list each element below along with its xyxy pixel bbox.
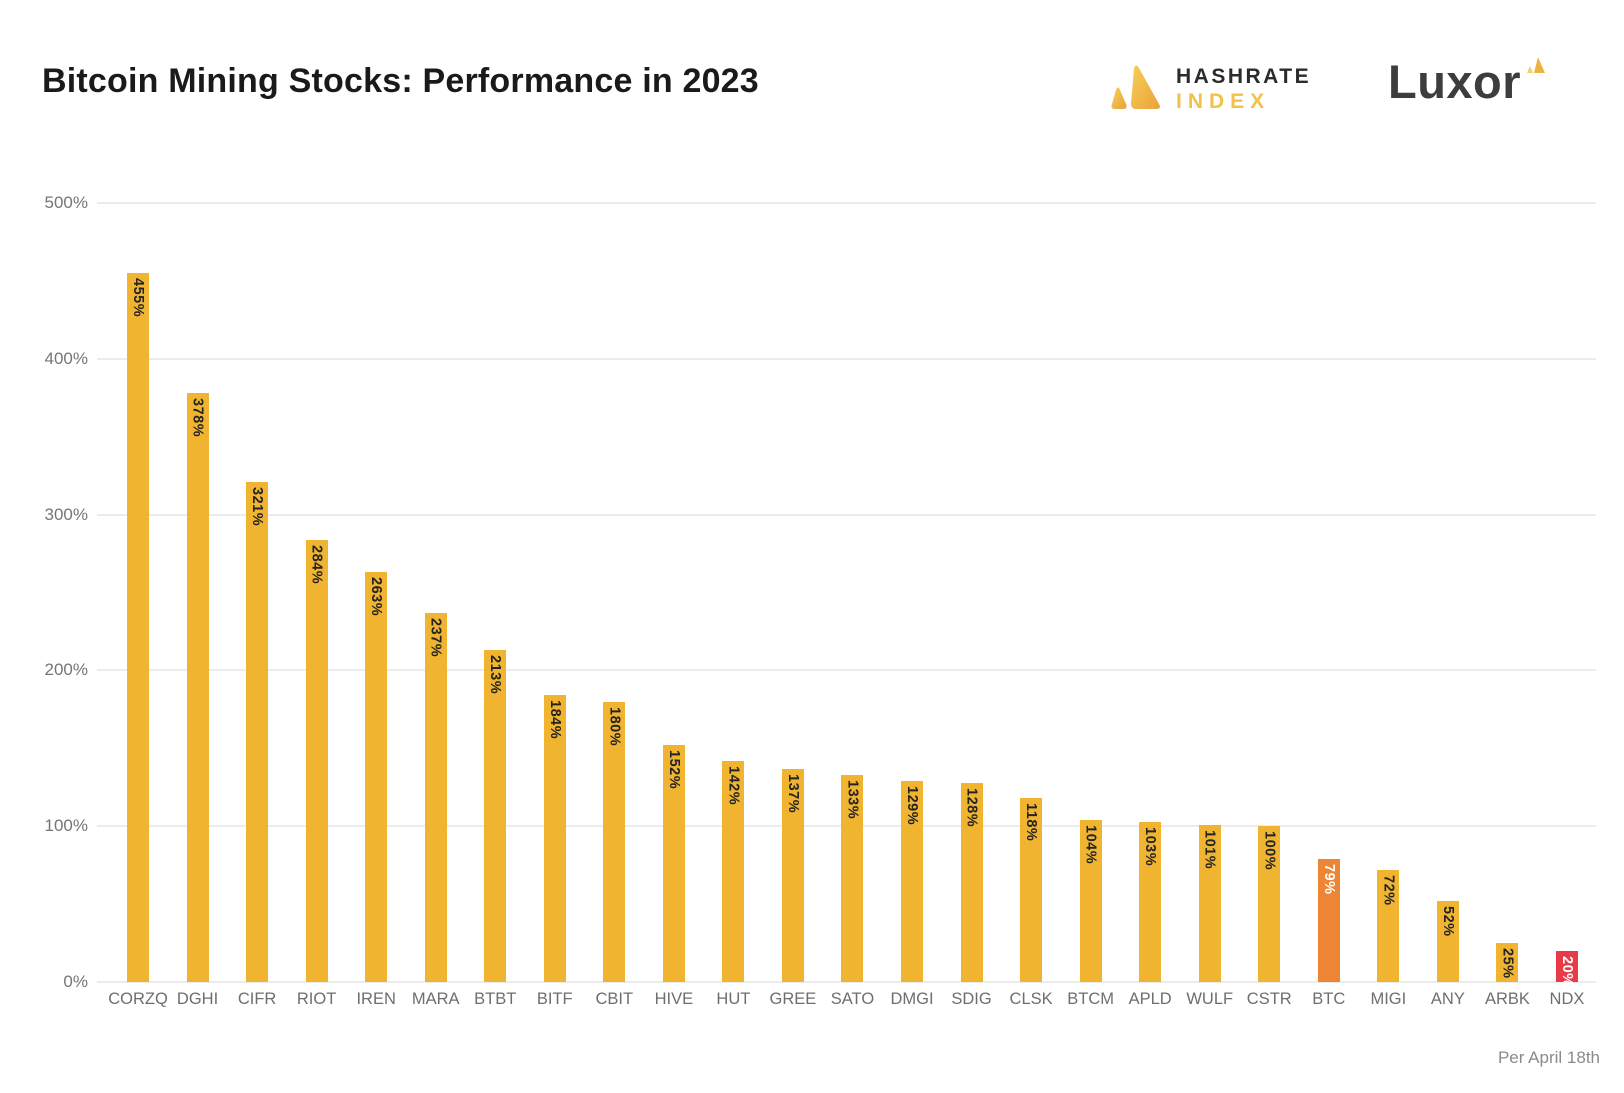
- bar-value-label-CIFR: 321%: [249, 486, 266, 526]
- bar-value-label-BTCM: 104%: [1082, 824, 1099, 865]
- bar-HUT: 142%: [722, 760, 745, 982]
- x-axis-label-CIFR: CIFR: [237, 990, 277, 1008]
- bar-value-label-IREN: 263%: [368, 577, 385, 617]
- bar-NDX: 20%: [1555, 950, 1578, 986]
- bar-value-label-ARBK: 25%: [1499, 948, 1516, 979]
- bar-DGHI: 378%: [186, 393, 209, 982]
- gridline-400%: [97, 357, 1596, 360]
- bar-CSTR: 100%: [1258, 826, 1281, 982]
- x-axis-label-HIVE: HIVE: [654, 990, 694, 1008]
- bar-value-label-SDIG: 128%: [963, 787, 980, 827]
- bar-value-label-CLSK: 118%: [1023, 803, 1040, 842]
- hashrate-text: HASHRATE: [1176, 65, 1312, 89]
- bar-value-label-MARA: 237%: [427, 617, 444, 657]
- bar-SATO: 133%: [841, 774, 864, 982]
- x-axis-label-BTBT: BTBT: [474, 990, 517, 1008]
- bar-value-label-BTC: 79%: [1320, 863, 1337, 895]
- bar-value-label-SATO: 133%: [844, 779, 861, 819]
- bar-value-label-HUT: 142%: [725, 765, 742, 805]
- bar-value-label-CORZQ: 455%: [130, 278, 146, 318]
- y-axis-label-200%: 200%: [44, 660, 88, 680]
- bar-CORZQ: 455%: [127, 273, 149, 982]
- x-axis-label-CSTR: CSTR: [1246, 990, 1292, 1008]
- bar-MARA: 237%: [424, 612, 447, 982]
- bar-ANY: 52%: [1436, 900, 1459, 982]
- x-axis-label-BITF: BITF: [536, 990, 573, 1008]
- x-axis-label-NDX: NDX: [1549, 990, 1585, 1008]
- bar-IREN: 263%: [365, 572, 388, 982]
- x-axis-label-GREE: GREE: [769, 990, 817, 1008]
- bar-CBIT: 180%: [603, 701, 626, 982]
- bar-value-label-NDX: 20%: [1558, 955, 1575, 987]
- footnote: Per April 18th: [1497, 1048, 1600, 1067]
- bar-value-label-CBIT: 180%: [606, 706, 623, 746]
- bar-value-label-HIVE: 152%: [665, 750, 682, 790]
- bar-ARBK: 25%: [1496, 943, 1519, 982]
- x-axis-label-CORZQ: CORZQ: [108, 990, 168, 1008]
- x-axis-label-ANY: ANY: [1430, 990, 1465, 1008]
- bar-value-label-BITF: 184%: [546, 700, 563, 740]
- gridline-200%: [97, 669, 1596, 672]
- x-axis-label-IREN: IREN: [356, 990, 396, 1008]
- y-axis-label-100%: 100%: [44, 816, 88, 836]
- y-axis-label-400%: 400%: [44, 348, 88, 368]
- bar-WULF: 101%: [1198, 824, 1221, 982]
- x-axis-label-DGHI: DGHI: [176, 990, 219, 1008]
- bar-SDIG: 128%: [960, 782, 983, 982]
- y-axis-label-0%: 0%: [63, 972, 88, 991]
- bar-value-label-GREE: 137%: [784, 773, 801, 813]
- bar-CIFR: 321%: [246, 481, 269, 982]
- bar-BITF: 184%: [543, 695, 566, 982]
- x-axis-label-ARBK: ARBK: [1484, 990, 1530, 1008]
- bar-RIOT: 284%: [305, 539, 328, 982]
- bar-value-label-MIGI: 72%: [1380, 874, 1397, 906]
- bar-chart-plot-area: 0% 100% 200% 300% 400% 500% 455% CORZQ 378% DGHI 3…: [45, 193, 1596, 1008]
- x-axis-label-RIOT: RIOT: [296, 990, 337, 1008]
- hashrate-index-logo: HASHRATE INDEX: [1110, 60, 1311, 119]
- bar-APLD: 103%: [1139, 821, 1162, 982]
- luxor-wordmark: Luxor: [1388, 55, 1522, 108]
- bar-value-label-RIOT: 284%: [308, 544, 325, 584]
- gridline-500%: [97, 202, 1596, 204]
- y-axis-label-500%: 500%: [44, 193, 88, 212]
- x-axis-label-APLD: APLD: [1128, 990, 1172, 1008]
- x-axis-label-BTC: BTC: [1312, 990, 1346, 1008]
- bar-MIGI: 72%: [1377, 869, 1400, 982]
- bar-BTBT: 213%: [484, 650, 507, 982]
- bar-value-label-BTBT: 213%: [487, 655, 504, 695]
- bar-value-label-ANY: 52%: [1439, 905, 1456, 937]
- x-axis-label-SATO: SATO: [830, 990, 875, 1008]
- bar-value-label-WULF: 101%: [1201, 829, 1218, 869]
- index-text: INDEX: [1176, 89, 1271, 113]
- bar-CLSK: 118%: [1020, 798, 1043, 982]
- x-axis-label-MIGI: MIGI: [1370, 990, 1407, 1008]
- x-axis-label-DMGI: DMGI: [890, 990, 934, 1008]
- x-axis-label-WULF: WULF: [1186, 990, 1234, 1008]
- x-axis-label-MARA: MARA: [411, 990, 460, 1008]
- bar-value-label-APLD: 103%: [1142, 826, 1159, 866]
- x-axis-label-CBIT: CBIT: [595, 990, 634, 1008]
- bar-BTCM: 104%: [1079, 819, 1102, 982]
- hashrate-index-triangle-icon: [1110, 60, 1162, 119]
- bar-DMGI: 129%: [901, 781, 924, 982]
- y-axis-label-300%: 300%: [44, 504, 88, 524]
- bar-BTC: 79%: [1317, 858, 1340, 982]
- bar-value-label-DGHI: 378%: [189, 398, 206, 438]
- bar-HIVE: 152%: [662, 745, 685, 982]
- bar-value-label-DMGI: 129%: [904, 786, 921, 826]
- luxor-triangle-icon: [1525, 56, 1549, 81]
- x-axis-label-CLSK: CLSK: [1009, 990, 1053, 1008]
- x-axis-label-HUT: HUT: [716, 990, 751, 1008]
- x-axis-label-SDIG: SDIG: [951, 990, 992, 1008]
- bar-GREE: 137%: [781, 768, 804, 982]
- luxor-logo: Luxor: [1388, 55, 1546, 108]
- gridline-300%: [97, 513, 1596, 516]
- bar-value-label-CSTR: 100%: [1261, 831, 1278, 871]
- hashrate-index-wordmark: HASHRATE INDEX: [1176, 65, 1311, 113]
- x-axis-label-BTCM: BTCM: [1067, 990, 1114, 1008]
- page-title: Bitcoin Mining Stocks: Performance in 20…: [42, 62, 759, 100]
- gridline-0%: [97, 981, 1596, 983]
